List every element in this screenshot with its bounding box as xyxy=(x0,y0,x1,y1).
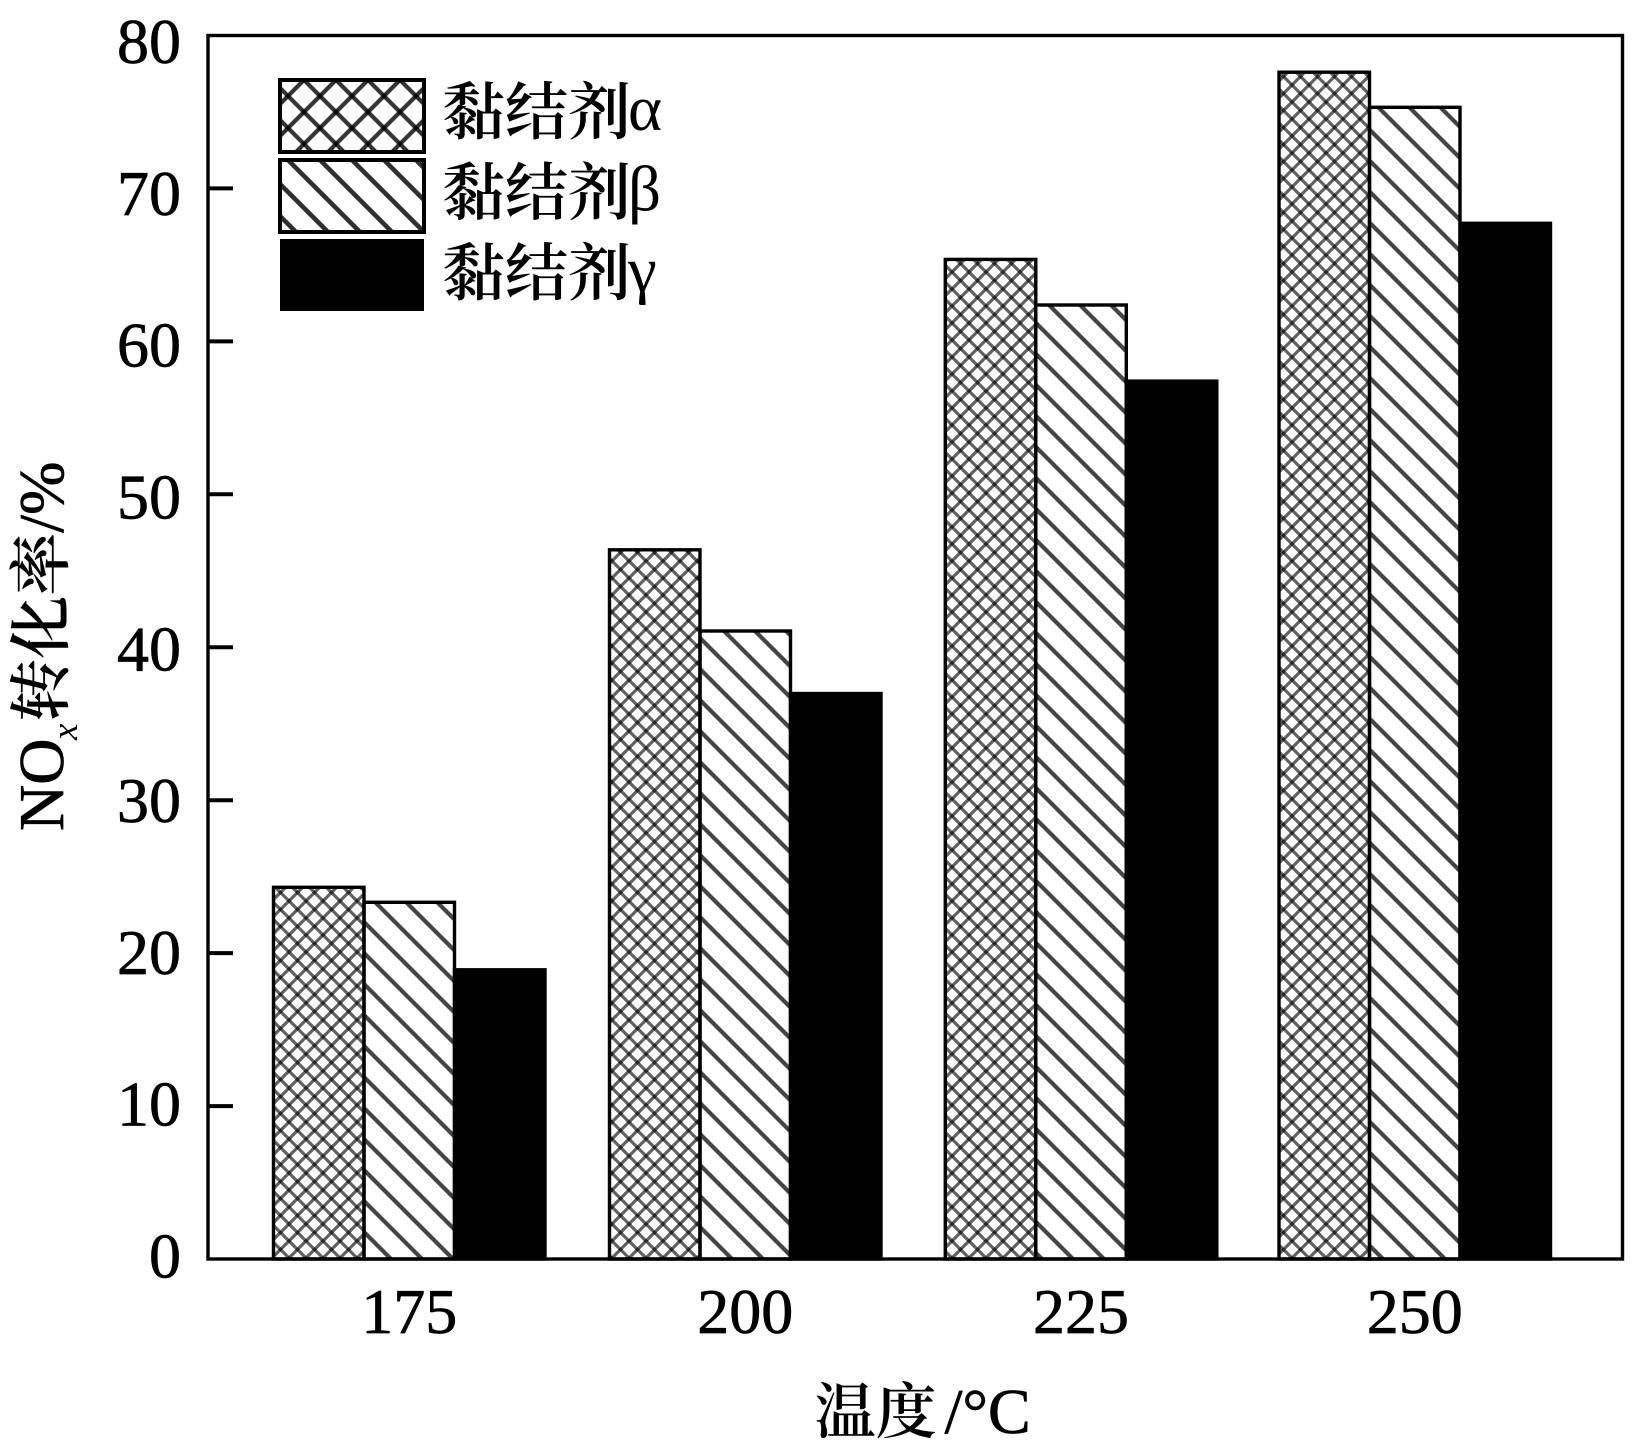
svg-text:β: β xyxy=(628,154,661,226)
svg-text:20: 20 xyxy=(117,917,181,988)
svg-text:250: 250 xyxy=(1367,1276,1463,1347)
svg-text:30: 30 xyxy=(117,765,181,836)
svg-text:60: 60 xyxy=(117,310,181,381)
svg-text:175: 175 xyxy=(361,1276,457,1347)
svg-text:/°C: /°C xyxy=(945,1376,1031,1446)
svg-text:NO: NO xyxy=(6,739,77,831)
svg-text:80: 80 xyxy=(117,6,181,77)
svg-text:40: 40 xyxy=(117,613,181,684)
svg-text:70: 70 xyxy=(117,158,181,229)
svg-text:/%: /% xyxy=(6,462,77,533)
svg-text:x: x xyxy=(45,723,86,741)
svg-text:10: 10 xyxy=(117,1069,181,1140)
svg-text:α: α xyxy=(628,73,662,145)
svg-text:0: 0 xyxy=(149,1221,181,1292)
svg-text:50: 50 xyxy=(117,462,181,533)
svg-text:200: 200 xyxy=(697,1276,793,1347)
svg-text:γ: γ xyxy=(627,234,657,306)
svg-text:225: 225 xyxy=(1033,1276,1129,1347)
